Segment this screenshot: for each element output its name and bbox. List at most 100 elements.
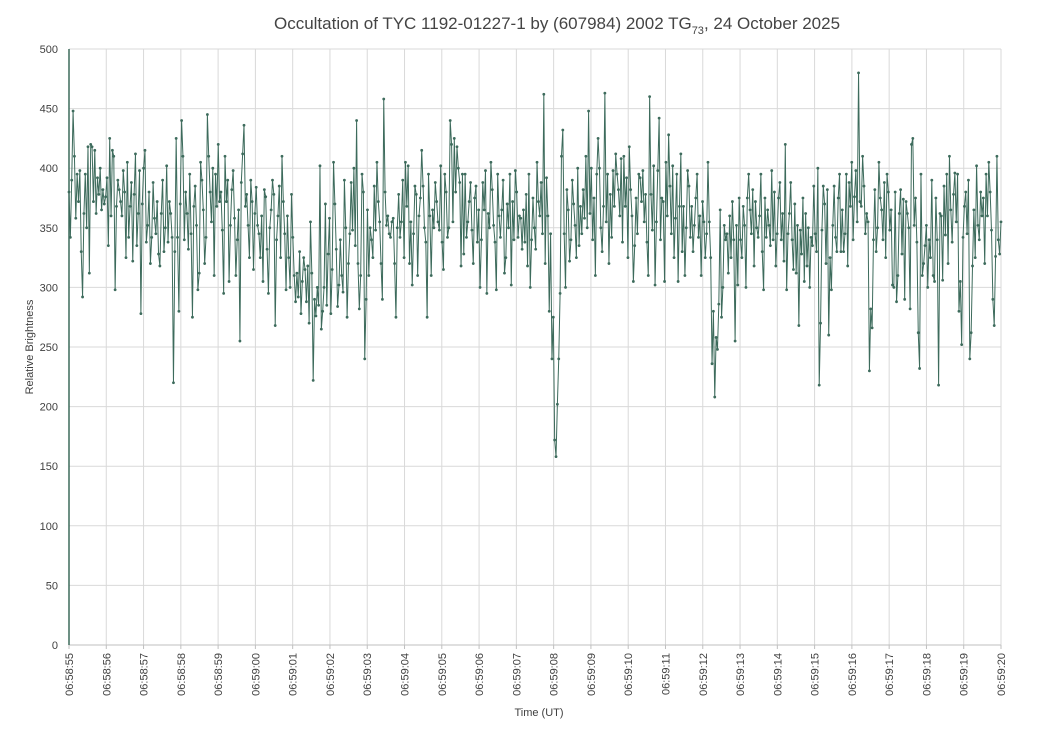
data-point	[447, 226, 451, 230]
data-point	[328, 216, 331, 220]
data-point	[916, 331, 920, 335]
data-point	[645, 240, 649, 244]
data-point	[730, 200, 734, 203]
data-point	[737, 196, 741, 200]
data-point	[709, 256, 713, 259]
data-point	[372, 184, 376, 188]
data-point	[149, 262, 152, 265]
data-point	[733, 339, 737, 343]
data-point	[490, 188, 494, 192]
data-point	[336, 305, 340, 308]
data-point	[135, 244, 139, 248]
x-tick-label: 06:58:58	[176, 653, 188, 696]
data-point	[310, 271, 314, 275]
data-point	[827, 333, 831, 337]
data-point	[182, 238, 186, 242]
data-point	[294, 300, 297, 304]
x-tick-label: 06:59:18	[921, 653, 933, 696]
data-point	[303, 268, 307, 271]
data-point	[995, 154, 999, 158]
data-point	[478, 286, 482, 289]
data-point	[398, 235, 402, 239]
data-point	[919, 172, 923, 176]
data-point	[231, 169, 235, 172]
data-point	[749, 232, 753, 236]
data-point	[804, 212, 808, 215]
data-point	[695, 172, 699, 176]
data-point	[722, 224, 726, 227]
data-point	[488, 226, 491, 230]
data-point	[480, 238, 483, 242]
data-point	[223, 154, 227, 158]
data-point	[397, 193, 401, 196]
data-point	[865, 212, 869, 215]
data-point	[971, 264, 974, 268]
data-point	[90, 145, 94, 149]
data-point	[754, 200, 757, 203]
data-point	[914, 196, 917, 200]
data-point	[115, 204, 118, 208]
data-point	[433, 181, 437, 184]
data-point	[252, 268, 255, 271]
data-point	[854, 169, 858, 172]
data-point	[717, 302, 721, 306]
data-point	[557, 357, 561, 361]
data-point	[444, 190, 448, 194]
data-point	[946, 262, 950, 265]
data-point	[429, 274, 433, 277]
data-point	[530, 238, 534, 242]
data-point	[77, 200, 80, 203]
data-point	[370, 238, 373, 242]
data-point	[520, 247, 524, 251]
data-point	[518, 214, 521, 218]
data-point	[636, 232, 639, 236]
data-point	[371, 256, 375, 259]
data-point	[363, 357, 367, 361]
data-point	[683, 274, 687, 277]
data-point	[569, 238, 573, 242]
data-point	[992, 324, 996, 327]
data-point	[417, 214, 421, 218]
x-tick-label: 06:59:16	[847, 653, 859, 696]
data-point	[707, 220, 711, 224]
data-point	[277, 184, 281, 188]
data-point	[117, 188, 121, 192]
data-point	[191, 315, 194, 319]
data-point	[930, 178, 934, 182]
data-point	[511, 200, 515, 203]
data-point	[859, 204, 863, 208]
data-point	[782, 259, 786, 263]
data-point	[442, 268, 445, 271]
data-point	[215, 204, 219, 208]
data-point	[501, 178, 505, 182]
data-point	[230, 188, 234, 192]
data-point	[755, 226, 759, 230]
data-point	[775, 232, 779, 236]
data-point	[111, 148, 114, 152]
data-point	[188, 172, 192, 176]
data-point	[637, 172, 641, 176]
data-point	[766, 208, 770, 212]
data-point	[710, 362, 714, 366]
data-point	[895, 300, 898, 304]
data-point	[176, 235, 179, 239]
data-point	[568, 259, 571, 263]
data-point	[264, 195, 268, 199]
data-point	[376, 200, 380, 203]
x-tick-label: 06:58:57	[139, 653, 151, 696]
data-point	[817, 383, 821, 387]
data-point	[340, 274, 344, 277]
data-point	[588, 212, 592, 215]
data-point	[531, 196, 535, 200]
data-point	[295, 271, 299, 275]
data-point	[691, 250, 695, 254]
data-point	[193, 184, 197, 188]
data-point	[811, 244, 814, 248]
data-point	[663, 280, 666, 283]
data-point	[485, 291, 489, 295]
data-point	[592, 196, 596, 200]
data-point	[399, 220, 403, 224]
data-point	[664, 160, 668, 164]
data-point	[450, 142, 453, 146]
data-point	[554, 455, 558, 459]
